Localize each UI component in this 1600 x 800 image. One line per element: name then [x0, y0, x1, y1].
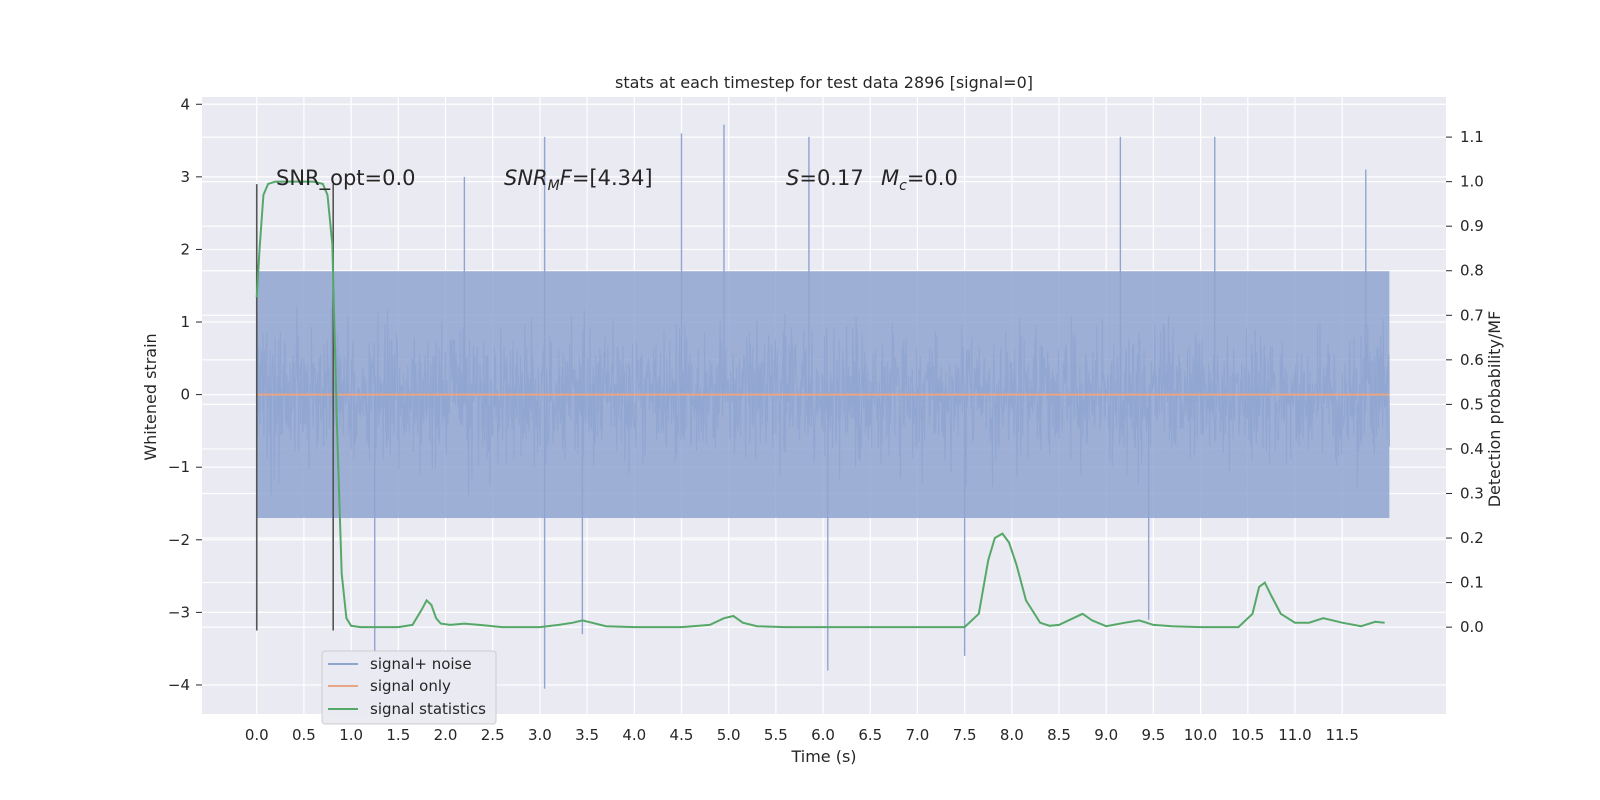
x-axis-ticks: 0.0 0.5 1.0 1.5 2.0 2.5 3.0 3.5 4.0 4.5 5.0 5.5 6.0 6…	[245, 726, 1359, 744]
y2-tick-label: 1.0	[1460, 173, 1484, 191]
series-signal-statistics	[255, 180, 1385, 629]
y-tick-label: 3	[180, 168, 190, 186]
y-tick-label: −2	[168, 531, 190, 549]
y2-tick-label: 1.1	[1460, 128, 1484, 146]
snr-mf-symbol: SNR	[504, 166, 548, 190]
legend: signal+ noise signal only signal statist…	[321, 650, 497, 725]
x-tick-label: 0.5	[292, 726, 316, 744]
y-tick-label: −1	[168, 458, 190, 476]
y-tick-label: 4	[180, 95, 190, 113]
x-tick-label: 8.0	[1000, 726, 1024, 744]
x-tick-label: 5.5	[764, 726, 788, 744]
x-tick-label: 3.0	[528, 726, 552, 744]
annotation-snr-mf: SNRMF=[4.34]	[504, 166, 653, 194]
annotation-s: S=0.17	[786, 166, 864, 190]
y-tick-label: −3	[168, 603, 190, 621]
annotation-snr-opt: SNR_opt=0.0	[276, 166, 416, 191]
legend-box	[321, 650, 497, 725]
x-tick-label: 4.5	[670, 726, 694, 744]
chart-title: stats at each timestep for test data 289…	[615, 73, 1033, 92]
snr-mf-subscript: M	[548, 178, 560, 194]
x-tick-label: 4.0	[622, 726, 646, 744]
x-tick-label: 5.0	[717, 726, 741, 744]
y2-tick-label: 0.4	[1460, 440, 1484, 458]
x-tick-label: 0.0	[245, 726, 269, 744]
x-tick-label: 7.5	[953, 726, 977, 744]
legend-label-signal-only: signal only	[370, 677, 451, 695]
x-tick-label: 6.0	[811, 726, 835, 744]
x-tick-label: 3.5	[575, 726, 599, 744]
y2-axis-ticks: 1.1 1.0 0.9 0.8 0.7 0.6 0.5 0.4 0.3 0.2 0.1 0.0	[1446, 128, 1484, 636]
x-tick-label: 11.5	[1325, 726, 1358, 744]
x-tick-label: 11.0	[1278, 726, 1311, 744]
x-axis-label: Time (s)	[790, 747, 856, 766]
x-tick-label: 2.0	[434, 726, 458, 744]
snr-mf-rest: =[4.34]	[572, 166, 653, 190]
x-tick-label: 7.0	[906, 726, 930, 744]
snr-mf-rest-f: F	[560, 166, 573, 190]
y2-tick-label: 0.1	[1460, 574, 1484, 592]
y2-tick-label: 0.9	[1460, 217, 1484, 235]
x-tick-label: 10.5	[1231, 726, 1264, 744]
x-tick-label: 2.5	[481, 726, 505, 744]
x-tick-label: 1.5	[386, 726, 410, 744]
x-tick-label: 10.0	[1184, 726, 1217, 744]
y-tick-label: 1	[180, 313, 190, 331]
y-tick-label: 0	[180, 386, 190, 404]
y-axis-label: Whitened strain	[141, 333, 160, 460]
y2-tick-label: 0.3	[1460, 484, 1484, 502]
y2-tick-label: 0.8	[1460, 262, 1484, 280]
y2-tick-label: 0.7	[1460, 306, 1484, 324]
y-tick-label: 2	[180, 240, 190, 258]
x-tick-label: 6.5	[858, 726, 882, 744]
x-tick-label: 8.5	[1047, 726, 1071, 744]
y2-tick-label: 0.5	[1460, 395, 1484, 413]
s-value: =0.17	[799, 166, 863, 190]
mc-symbol: M	[881, 166, 899, 190]
mc-subscript: c	[899, 178, 907, 194]
x-tick-label: 9.0	[1094, 726, 1118, 744]
y2-axis-label: Detection probability/MF	[1485, 311, 1504, 508]
legend-label-signal-statistics: signal statistics	[370, 700, 486, 718]
x-tick-label: 1.0	[339, 726, 363, 744]
y2-tick-label: 0.2	[1460, 529, 1484, 547]
y-axis-ticks: 4 3 2 1 0 −1 −2 −3 −4	[168, 95, 202, 694]
y-tick-label: −4	[168, 676, 190, 694]
x-tick-label: 9.5	[1141, 726, 1165, 744]
y2-tick-label: 0.0	[1460, 618, 1484, 636]
s-symbol: S	[786, 166, 799, 190]
y2-tick-label: 0.6	[1460, 351, 1484, 369]
legend-label-signal-noise: signal+ noise	[370, 655, 472, 673]
annotation-mc: Mc=0.0	[881, 166, 958, 194]
mc-value: =0.0	[907, 166, 958, 190]
signal-statistics-line	[255, 180, 1385, 629]
